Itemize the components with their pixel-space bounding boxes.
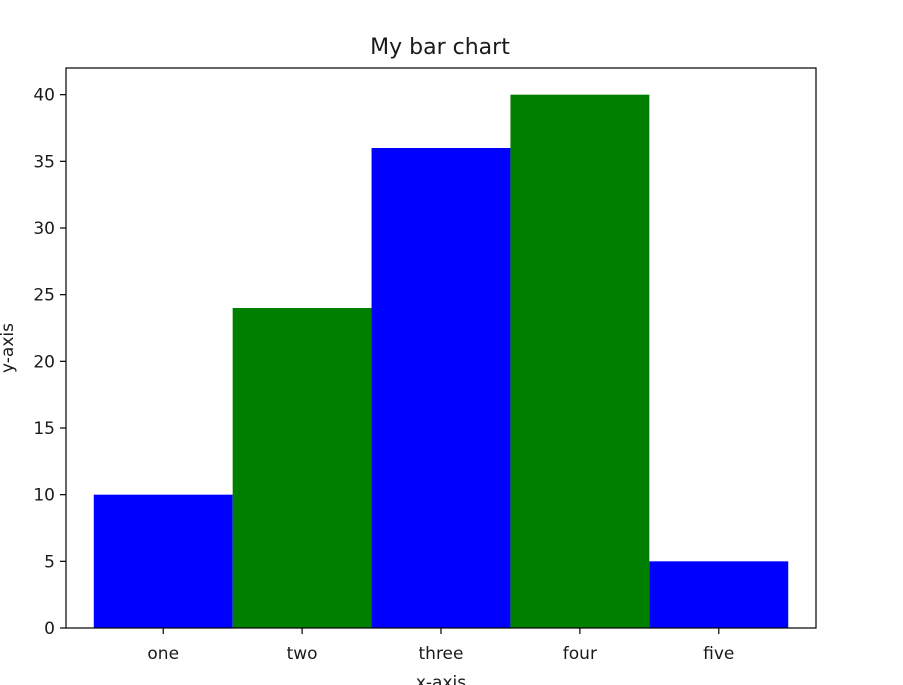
- y-axis-label: y-axis: [0, 323, 18, 373]
- y-tick-label: 15: [33, 419, 55, 439]
- x-axis-label: x-axis: [416, 673, 466, 685]
- y-tick-label: 40: [33, 86, 55, 106]
- bar-two: [232, 308, 372, 628]
- x-tick-label: two: [287, 644, 318, 664]
- x-tick-label: four: [563, 644, 597, 664]
- bar-three: [371, 148, 511, 628]
- y-tick-label: 10: [33, 486, 55, 506]
- y-tick-label: 20: [33, 352, 55, 372]
- y-tick-label: 0: [44, 619, 55, 639]
- y-tick-label: 5: [44, 552, 55, 572]
- y-tick-label: 35: [33, 152, 55, 172]
- y-tick-label: 25: [33, 286, 55, 306]
- bar-one: [93, 494, 233, 628]
- x-ticks: one two three four five: [147, 628, 734, 664]
- chart-title: My bar chart: [370, 35, 510, 60]
- x-tick-label: five: [703, 644, 734, 664]
- x-tick-label: one: [147, 644, 179, 664]
- bar-four: [510, 94, 650, 628]
- bars-layer: [93, 94, 789, 628]
- y-ticks: 0 5 10 15 20 25 30 35 40: [33, 86, 66, 639]
- y-tick-label: 30: [33, 219, 55, 239]
- bar-five: [649, 561, 789, 628]
- x-tick-label: three: [419, 644, 464, 664]
